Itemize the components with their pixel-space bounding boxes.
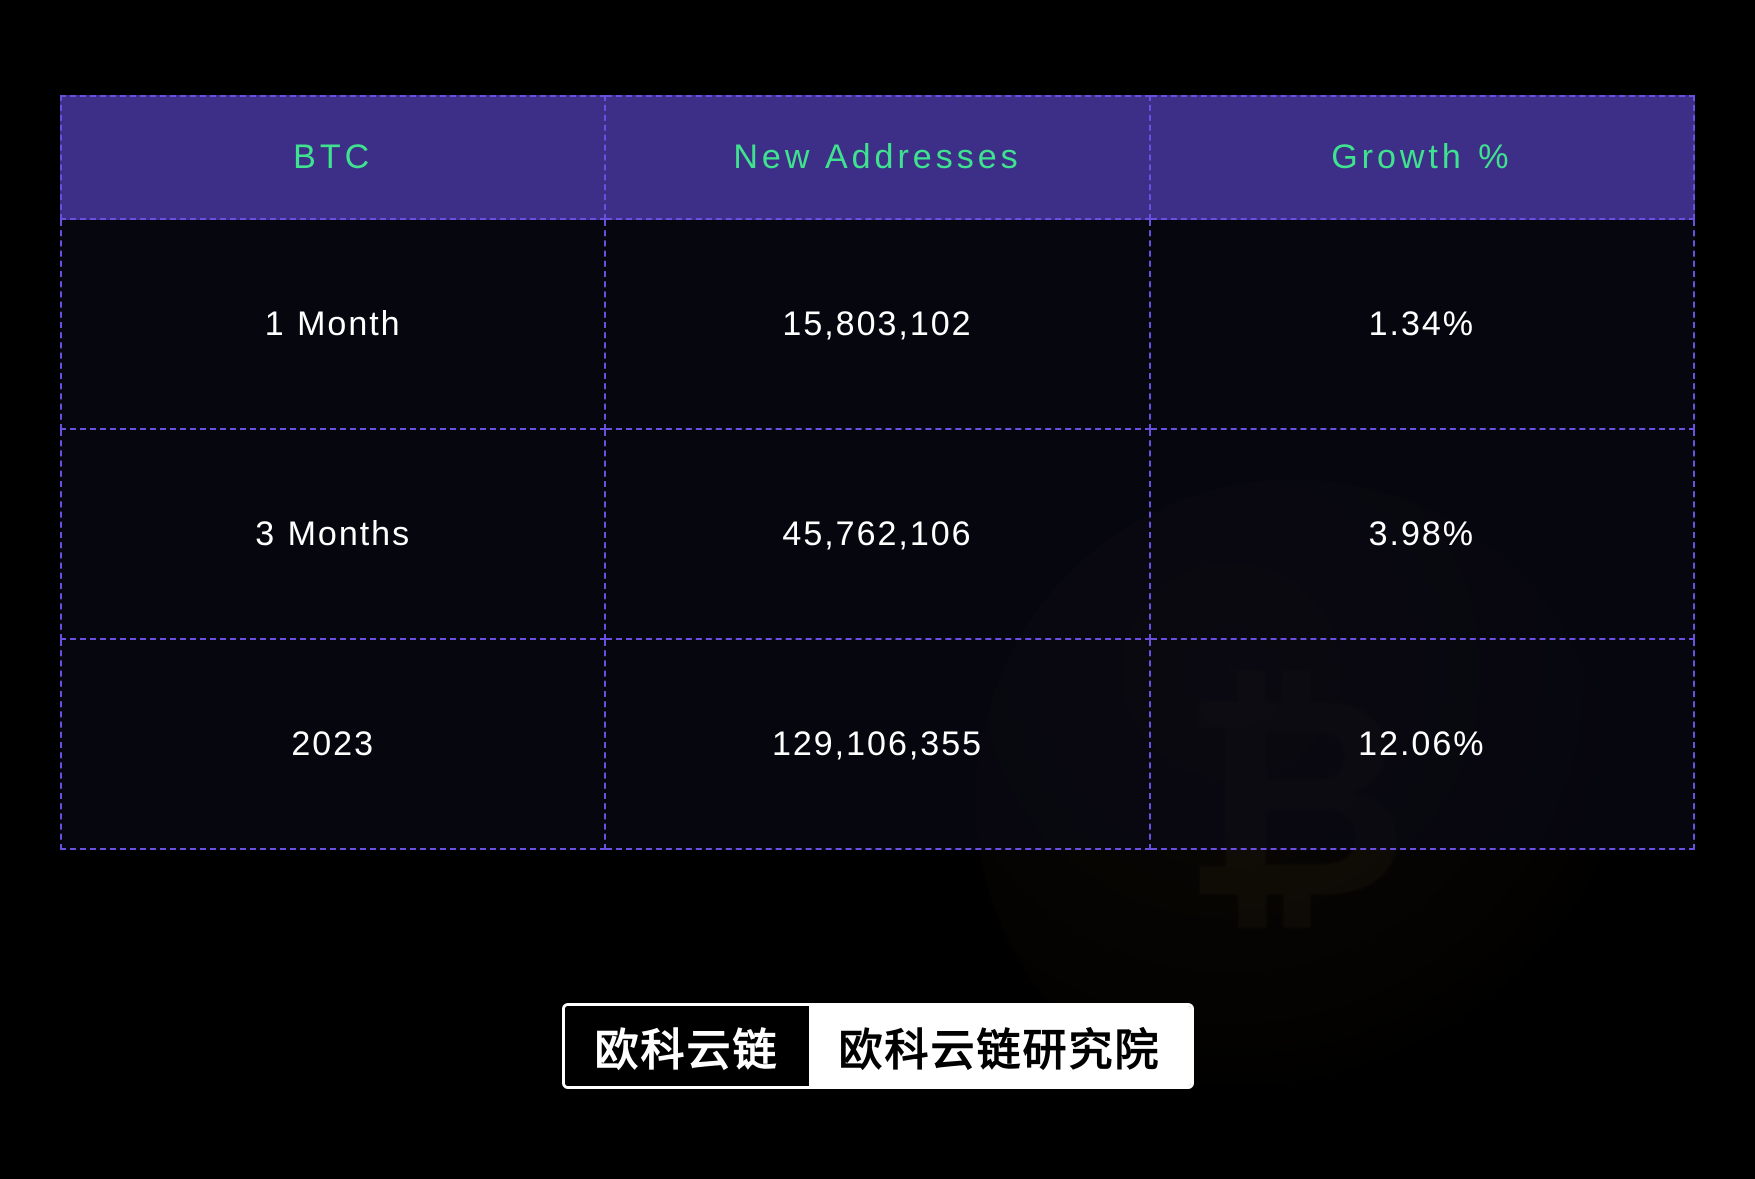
cell-new-addresses: 129,106,355 [606,640,1150,850]
cell-period: 3 Months [60,430,606,640]
table-row: 2023 129,106,355 12.06% [60,640,1695,850]
col-header-btc: BTC [60,95,606,220]
cell-period: 2023 [60,640,606,850]
attribution-institute: 欧科云链研究院 [809,1006,1191,1086]
btc-addresses-table: BTC New Addresses Growth % 1 Month 15,80… [60,95,1695,850]
table-header-row: BTC New Addresses Growth % [60,95,1695,220]
cell-new-addresses: 15,803,102 [606,220,1150,430]
cell-period: 1 Month [60,220,606,430]
table-row: 1 Month 15,803,102 1.34% [60,220,1695,430]
cell-growth: 1.34% [1151,220,1695,430]
cell-growth: 3.98% [1151,430,1695,640]
col-header-growth: Growth % [1151,95,1695,220]
col-header-new-addresses: New Addresses [606,95,1150,220]
attribution-brand: 欧科云链 [565,1006,809,1086]
cell-growth: 12.06% [1151,640,1695,850]
cell-new-addresses: 45,762,106 [606,430,1150,640]
table-row: 3 Months 45,762,106 3.98% [60,430,1695,640]
attribution-badge: 欧科云链 欧科云链研究院 [562,1003,1194,1089]
